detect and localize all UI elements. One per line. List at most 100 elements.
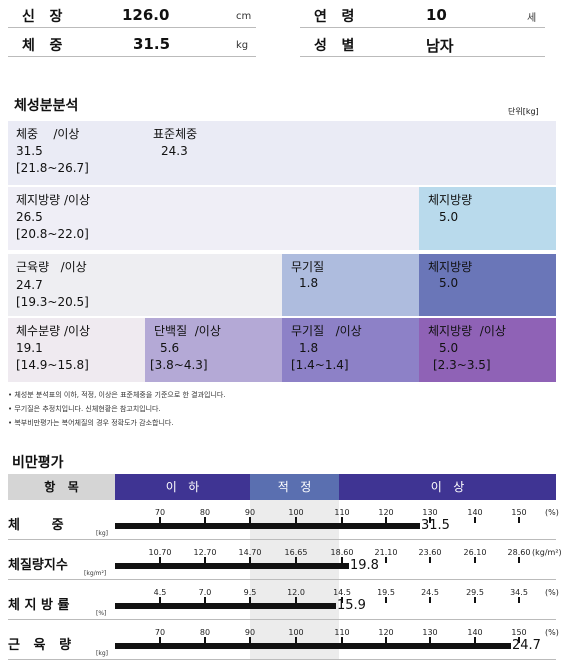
note-3: • 복부비만평가는 복어체질의 경우 정확도가 감소합니다. bbox=[8, 419, 174, 427]
lean-mass-value: 26.5 bbox=[16, 210, 43, 224]
tick-label: 9.5 bbox=[243, 588, 257, 597]
tick-label: 28.60 bbox=[507, 548, 531, 557]
row-unit: [kg] bbox=[96, 530, 108, 537]
row-unit: [kg/m²] bbox=[84, 570, 107, 577]
lean-mass-name: 제지방량 /이상 bbox=[16, 193, 91, 207]
tick-mark bbox=[474, 597, 476, 603]
tick-label: 100 bbox=[288, 628, 304, 637]
value-bar bbox=[115, 523, 420, 529]
tick-mark bbox=[385, 597, 387, 603]
row-unit: [kg] bbox=[96, 650, 108, 657]
note-1: • 체성분 분석표의 이하, 적정, 이상은 표준체중을 기준으로 한 결과입니… bbox=[8, 391, 226, 399]
composition-title: 체성분분석 bbox=[14, 98, 79, 114]
note-2: • 무기질은 추정치입니다. 신체현황은 참고치입니다. bbox=[8, 405, 161, 413]
fat-mass-box bbox=[419, 318, 556, 382]
tick-label: 130 bbox=[422, 508, 438, 517]
fat-mass-value: 5.0 bbox=[439, 210, 459, 224]
water-name: 체수분량 /이상 bbox=[16, 324, 91, 338]
protein-box bbox=[145, 318, 282, 382]
water-value: 19.1 bbox=[16, 341, 43, 355]
tick-label: 18.60 bbox=[330, 548, 354, 557]
muscle-value: 24.7 bbox=[16, 278, 43, 292]
tick-mark bbox=[474, 557, 476, 563]
tick-label: 29.5 bbox=[466, 588, 484, 597]
tick-label: 70 bbox=[154, 628, 166, 637]
tick-mark bbox=[518, 637, 520, 643]
row-divider bbox=[8, 579, 556, 580]
water-box bbox=[8, 318, 145, 382]
tick-mark bbox=[341, 637, 343, 643]
row-label: 근 육 량 bbox=[8, 638, 72, 653]
col-low-header: 이 하 bbox=[115, 474, 250, 500]
tick-mark bbox=[159, 517, 161, 523]
tick-label: 10.70 bbox=[148, 548, 172, 557]
mineral-box bbox=[282, 318, 419, 382]
obesity-title: 비만평가 bbox=[12, 455, 64, 471]
tick-label: 100 bbox=[288, 508, 304, 517]
col-normal-header: 적 정 bbox=[250, 474, 339, 500]
fat-mass-box bbox=[419, 254, 556, 316]
tick-mark bbox=[249, 597, 251, 603]
tick-label: 140 bbox=[467, 628, 483, 637]
bar-value: 31.5 bbox=[421, 518, 450, 533]
tick-label: 21.10 bbox=[374, 548, 398, 557]
tick-label: 120 bbox=[378, 628, 394, 637]
fat-mass-label: 체지방량 /이상 bbox=[428, 324, 506, 338]
row-label: 체 중 bbox=[8, 518, 64, 533]
muscle-box bbox=[8, 254, 282, 316]
muscle-range: [19.3~20.5] bbox=[16, 295, 89, 309]
tick-mark bbox=[249, 517, 251, 523]
composition-unit: 단위[kg] bbox=[508, 107, 539, 116]
weight-label: 체 중 bbox=[22, 38, 63, 54]
tick-label: 90 bbox=[244, 628, 256, 637]
protein-range: [3.8~4.3] bbox=[150, 358, 208, 372]
row-divider bbox=[8, 539, 556, 540]
tick-label: 150 bbox=[511, 628, 527, 637]
standard-weight-label: 표준체중 bbox=[153, 127, 198, 141]
tick-mark bbox=[429, 597, 431, 603]
mineral-label: 무기질 bbox=[291, 260, 325, 274]
tick-mark bbox=[159, 557, 161, 563]
row-divider bbox=[8, 619, 556, 620]
tick-label: 80 bbox=[199, 508, 211, 517]
tick-label: 7.0 bbox=[198, 588, 212, 597]
tick-mark bbox=[295, 637, 297, 643]
fat-mass-label: 체지방량 bbox=[428, 193, 473, 207]
tick-label: 4.5 bbox=[153, 588, 167, 597]
protein-label: 단백질 /이상 bbox=[154, 324, 221, 338]
tick-unit: (%) bbox=[545, 628, 559, 637]
tick-label: 34.5 bbox=[510, 588, 528, 597]
fat-mass-range: [2.3~3.5] bbox=[433, 358, 491, 372]
tick-unit: (%) bbox=[545, 588, 559, 597]
sex-value: 남자 bbox=[426, 37, 454, 55]
tick-label: 23.60 bbox=[418, 548, 442, 557]
divider bbox=[8, 56, 256, 57]
tick-mark bbox=[341, 597, 343, 603]
tick-label: 130 bbox=[422, 628, 438, 637]
tick-label: 110 bbox=[334, 628, 350, 637]
tick-label: 12.70 bbox=[193, 548, 217, 557]
tick-mark bbox=[518, 517, 520, 523]
value-bar bbox=[115, 643, 511, 649]
height-label: 신 장 bbox=[22, 9, 63, 25]
bar-value: 24.7 bbox=[512, 638, 541, 653]
tick-mark bbox=[385, 517, 387, 523]
weight-name: 체중 /이상 bbox=[16, 127, 80, 141]
divider bbox=[8, 27, 256, 28]
age-unit: 세 bbox=[527, 13, 537, 24]
row-label: 체질량지수 bbox=[8, 558, 68, 573]
age-value: 10 bbox=[426, 6, 447, 24]
tick-mark bbox=[249, 637, 251, 643]
fat-mass-label: 체지방량 bbox=[428, 260, 473, 274]
bar-value: 19.8 bbox=[350, 558, 379, 573]
tick-label: 90 bbox=[244, 508, 256, 517]
tick-mark bbox=[429, 557, 431, 563]
sex-label: 성 별 bbox=[314, 38, 355, 54]
weight-box bbox=[8, 121, 556, 185]
standard-weight-value: 24.3 bbox=[161, 144, 188, 158]
tick-label: 14.5 bbox=[333, 588, 351, 597]
tick-mark bbox=[204, 597, 206, 603]
tick-label: 16.65 bbox=[284, 548, 308, 557]
divider bbox=[300, 27, 545, 28]
row-unit: [%] bbox=[96, 610, 107, 617]
